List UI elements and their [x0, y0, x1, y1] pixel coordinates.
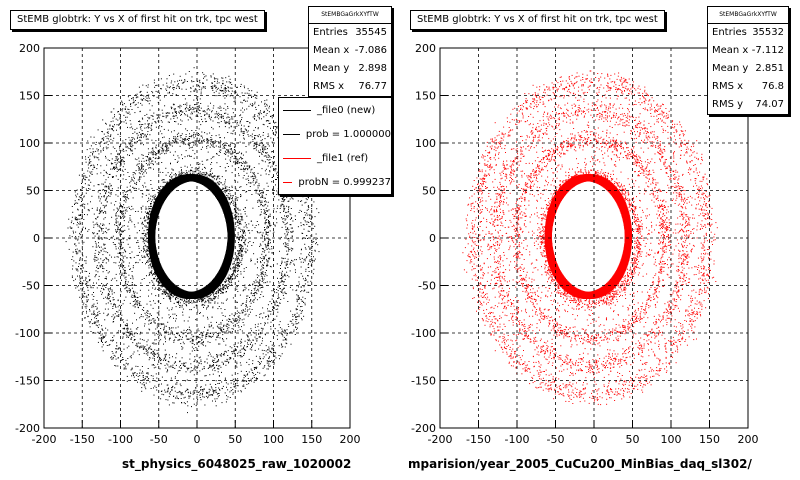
x-tick-label: -200	[32, 433, 57, 446]
right-x-label: mparision/year_2005_CuCu200_MinBias_daq_…	[408, 457, 752, 471]
x-tick-label: 100	[263, 433, 284, 446]
right-stats-row: RMS y 74.07	[712, 99, 784, 110]
y-tick-label: 0	[33, 232, 40, 245]
y-tick-label: -100	[411, 327, 436, 340]
right-stats-row: RMS x 76.8	[712, 81, 784, 92]
right-stats-box: StEMBGaGrkXYfTW Entries 35532 Mean x -7.11…	[707, 6, 789, 115]
y-tick-label: -200	[15, 422, 40, 435]
x-tick-label: -150	[466, 433, 491, 446]
left-stats-row: RMS x 76.77	[313, 81, 387, 92]
legend-swatch	[283, 133, 300, 135]
legend-item: probN = 0.999237	[279, 170, 391, 194]
right-plot-title: StEMB globtrk: Y vs X of first hit on tr…	[410, 10, 665, 30]
right-stats-row: Entries 35532	[712, 27, 784, 38]
y-tick-label: 200	[19, 42, 40, 55]
x-tick-label: -100	[108, 433, 133, 446]
x-tick-label: 50	[626, 433, 640, 446]
left-stats-row: Entries 35545	[313, 27, 387, 38]
right-stats-row: Mean y 2.851	[712, 63, 784, 74]
x-tick-label: -50	[150, 433, 168, 446]
y-tick-label: -200	[411, 422, 436, 435]
x-tick-label: 200	[738, 433, 759, 446]
legend-swatch	[283, 109, 311, 111]
y-tick-label: -150	[15, 375, 40, 388]
left-stats-box: StEMBGaGrkXYfTW Entries 35545 Mean x -7.08…	[308, 6, 392, 97]
left-stats-row: Mean x -7.086	[313, 45, 387, 56]
y-tick-label: -50	[418, 280, 436, 293]
x-tick-label: -150	[70, 433, 95, 446]
x-tick-label: 0	[194, 433, 201, 446]
left-legend: _file0 (new) prob = 1.000000 _file1 (ref…	[278, 97, 392, 195]
legend-swatch	[283, 181, 293, 183]
y-tick-label: 50	[422, 185, 436, 198]
y-tick-label: -150	[411, 375, 436, 388]
legend-item: _file1 (ref)	[279, 146, 391, 170]
scatter-points	[462, 70, 718, 406]
y-tick-label: -100	[15, 327, 40, 340]
left-stats-row: Mean y 2.898	[313, 63, 387, 74]
left-stats-header: StEMBGaGrkXYfTW	[309, 7, 391, 24]
right-stats-row: Mean x -7.112	[712, 45, 784, 56]
y-tick-label: 150	[415, 90, 436, 103]
y-tick-label: 200	[415, 42, 436, 55]
x-tick-label: 150	[301, 433, 322, 446]
x-tick-label: 100	[661, 433, 682, 446]
y-tick-label: 50	[26, 185, 40, 198]
legend-item: _file0 (new)	[279, 98, 391, 122]
y-tick-label: 100	[19, 137, 40, 150]
right-stats-header: StEMBGaGrkXYfTW	[708, 7, 788, 24]
x-tick-label: 150	[699, 433, 720, 446]
scatter-panel-1: -200 -150 -100 -50 0 50 100 150 200 200 150 100 50 0 -…	[411, 42, 758, 446]
x-tick-label: -200	[428, 433, 453, 446]
left-plot-title: StEMB globtrk: Y vs X of first hit on tr…	[10, 10, 265, 30]
x-tick-label: 0	[591, 433, 598, 446]
x-tick-label: -50	[547, 433, 565, 446]
y-tick-label: 150	[19, 90, 40, 103]
scatter-panel-0: -200 -150 -100 -50 0 50 100 150 200 200 150 100 50 0 -…	[15, 42, 360, 446]
legend-swatch	[283, 157, 311, 159]
y-tick-label: -50	[22, 280, 40, 293]
x-tick-label: 200	[340, 433, 361, 446]
left-x-label: st_physics_6048025_raw_1020002	[122, 457, 352, 471]
y-tick-label: 0	[429, 232, 436, 245]
x-tick-label: -100	[505, 433, 530, 446]
y-tick-label: 100	[415, 137, 436, 150]
legend-item: prob = 1.000000	[279, 122, 391, 146]
x-tick-label: 50	[228, 433, 242, 446]
